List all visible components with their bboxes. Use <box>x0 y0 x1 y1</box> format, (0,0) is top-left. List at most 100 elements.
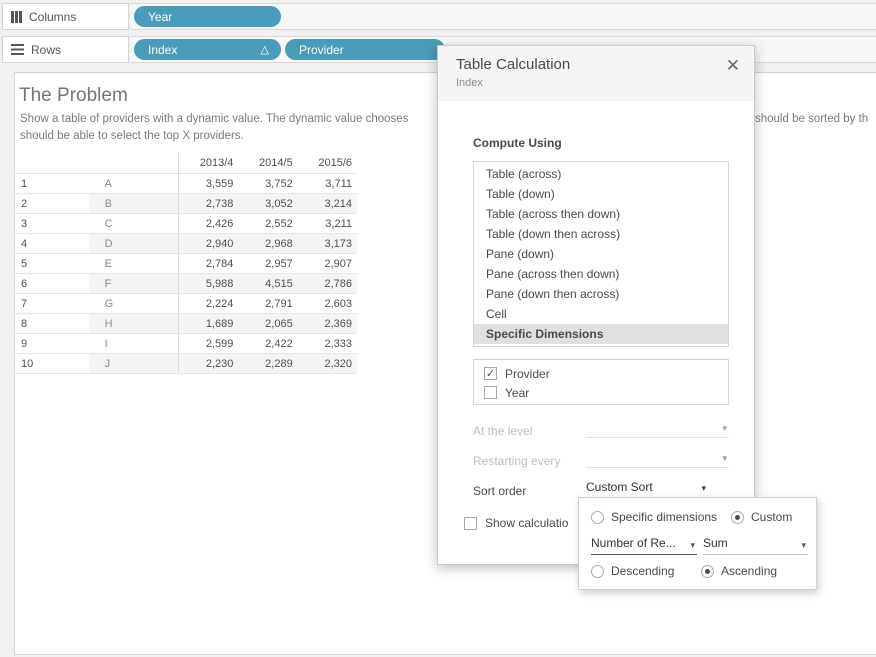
crosstab-table: 2013/4 2014/5 2015/6 1 A 3,559 3,752 3,7… <box>15 153 357 374</box>
show-calculation-row[interactable]: Show calculatio <box>464 516 568 530</box>
radio-custom[interactable]: Custom <box>731 510 792 524</box>
cell-value[interactable]: 2,552 <box>265 218 293 230</box>
cell-value[interactable]: 2,957 <box>265 258 293 270</box>
columns-icon <box>11 10 22 23</box>
worksheet-description-line1: Show a table of providers with a dynamic… <box>20 113 409 125</box>
cell-value[interactable]: 3,214 <box>324 198 352 210</box>
pill-provider[interactable]: Provider <box>285 39 445 60</box>
cell-value[interactable]: 3,559 <box>205 178 234 190</box>
compute-using-listbox: Table (across) Table (down) Table (acros… <box>473 161 729 347</box>
radio-icon[interactable] <box>591 510 604 524</box>
pill-year[interactable]: Year <box>134 6 281 27</box>
radio-icon-selected[interactable] <box>731 510 744 524</box>
rows-shelf-label-box: Rows <box>2 36 129 63</box>
cell-value[interactable]: 3,173 <box>324 238 352 250</box>
cell-value[interactable]: 2,786 <box>324 278 352 290</box>
compute-option-pane-down[interactable]: Pane (down) <box>486 247 555 261</box>
pill-index-label: Index <box>148 42 178 57</box>
radio-descending[interactable]: Descending <box>591 564 674 578</box>
radio-ascending[interactable]: Ascending <box>701 564 777 578</box>
worksheet-description-line2: should be able to select the top X provi… <box>20 130 244 142</box>
aggregation-dropdown[interactable]: Sum ▾ <box>703 536 808 555</box>
table-calculation-dialog: Table Calculation Index ✕ Compute Using … <box>437 45 755 565</box>
columns-shelf-label-box: Columns <box>2 3 129 30</box>
delta-badge-icon: △ <box>260 44 269 56</box>
column-header-2015-6[interactable]: 2015/6 <box>318 157 352 169</box>
table-row: 5 E 2,784 2,957 2,907 <box>15 254 357 274</box>
dialog-title: Table Calculation <box>456 56 571 73</box>
radio-specific-dimensions[interactable]: Specific dimensions <box>591 510 717 524</box>
table-row: 1 A 3,559 3,752 3,711 <box>15 174 357 194</box>
column-header-2013-4[interactable]: 2013/4 <box>199 157 234 169</box>
rows-icon <box>11 44 24 55</box>
year-checkbox-label: Year <box>505 385 530 400</box>
cell-value[interactable]: 2,422 <box>265 338 293 350</box>
cell-value[interactable]: 5,988 <box>205 278 234 290</box>
restarting-every-dropdown: ▾ <box>586 450 729 468</box>
provider-checkbox[interactable]: ✓ <box>484 367 497 380</box>
radio-specific-dimensions-label: Specific dimensions <box>611 510 718 524</box>
cell-value[interactable]: 2,784 <box>205 258 234 270</box>
cell-value[interactable]: 2,940 <box>205 238 234 250</box>
dimension-checkbox-list: ✓ Provider Year <box>473 359 729 405</box>
cell-value[interactable]: 2,224 <box>205 298 234 310</box>
compute-option-table-across-then-down[interactable]: Table (across then down) <box>486 207 621 221</box>
cell-value[interactable]: 2,968 <box>265 238 293 250</box>
cell-value[interactable]: 4,515 <box>265 278 293 290</box>
sort-field-dropdown[interactable]: Number of Re... ▾ <box>591 536 697 555</box>
radio-ascending-label: Ascending <box>721 564 778 578</box>
worksheet-title: The Problem <box>19 85 128 106</box>
chevron-down-icon: ▾ <box>722 453 727 463</box>
radio-custom-label: Custom <box>751 510 793 524</box>
sort-order-dropdown[interactable]: Custom Sort ▾ <box>586 480 708 498</box>
cell-value[interactable]: 2,369 <box>324 318 352 330</box>
show-calculation-checkbox[interactable] <box>464 516 477 530</box>
show-calculation-label: Show calculatio <box>485 516 569 530</box>
cell-value[interactable]: 2,289 <box>265 358 293 370</box>
columns-shelf: Columns Year <box>0 3 876 31</box>
table-row: 10 J 2,230 2,289 2,320 <box>15 354 357 374</box>
cell-value[interactable]: 2,320 <box>324 358 352 370</box>
cell-value[interactable]: 3,052 <box>265 198 293 210</box>
checkbox-row-year[interactable]: Year <box>484 383 728 402</box>
cell-value[interactable]: 2,603 <box>324 298 352 310</box>
compute-option-table-across[interactable]: Table (across) <box>486 167 562 181</box>
table-row: 7 G 2,224 2,791 2,603 <box>15 294 357 314</box>
cell-value[interactable]: 3,711 <box>325 178 352 190</box>
sort-order-value: Custom Sort <box>586 480 653 494</box>
table-row: 8 H 1,689 2,065 2,369 <box>15 314 357 334</box>
compute-option-table-down-then-across[interactable]: Table (down then across) <box>486 227 621 241</box>
pill-index[interactable]: Index △ <box>134 39 281 60</box>
year-checkbox[interactable] <box>484 386 497 399</box>
chevron-down-icon: ▾ <box>801 540 806 550</box>
table-header-row: 2013/4 2014/5 2015/6 <box>15 153 357 174</box>
cell-value[interactable]: 2,791 <box>265 298 293 310</box>
cell-value[interactable]: 2,426 <box>205 218 234 230</box>
restarting-every-label: Restarting every <box>473 454 561 468</box>
cell-value[interactable]: 2,738 <box>205 198 234 210</box>
cell-value[interactable]: 2,230 <box>205 358 234 370</box>
provider-checkbox-label: Provider <box>505 366 550 381</box>
compute-option-pane-across-then-down[interactable]: Pane (across then down) <box>486 267 620 281</box>
table-row: 4 D 2,940 2,968 3,173 <box>15 234 357 254</box>
cell-value[interactable]: 2,065 <box>265 318 293 330</box>
chevron-down-icon: ▾ <box>701 483 706 493</box>
custom-sort-popup: Specific dimensions Custom Number of Re.… <box>578 497 817 590</box>
chevron-down-icon: ▾ <box>722 423 727 433</box>
cell-value[interactable]: 2,907 <box>324 258 352 270</box>
cell-value[interactable]: 3,752 <box>265 178 293 190</box>
cell-value[interactable]: 2,333 <box>324 338 352 350</box>
compute-option-specific-dimensions[interactable]: Specific Dimensions <box>474 324 728 344</box>
checkbox-row-provider[interactable]: ✓ Provider <box>484 364 728 383</box>
compute-option-pane-down-then-across[interactable]: Pane (down then across) <box>486 287 620 301</box>
close-icon[interactable]: ✕ <box>725 56 740 75</box>
cell-value[interactable]: 3,211 <box>325 218 352 230</box>
compute-option-table-down[interactable]: Table (down) <box>486 187 555 201</box>
cell-value[interactable]: 2,599 <box>205 338 234 350</box>
radio-icon[interactable] <box>591 564 604 578</box>
compute-using-label: Compute Using <box>473 136 562 150</box>
cell-value[interactable]: 1,689 <box>205 318 234 330</box>
compute-option-cell[interactable]: Cell <box>486 307 507 321</box>
radio-icon-selected[interactable] <box>701 564 714 578</box>
column-header-2014-5[interactable]: 2014/5 <box>259 157 293 169</box>
